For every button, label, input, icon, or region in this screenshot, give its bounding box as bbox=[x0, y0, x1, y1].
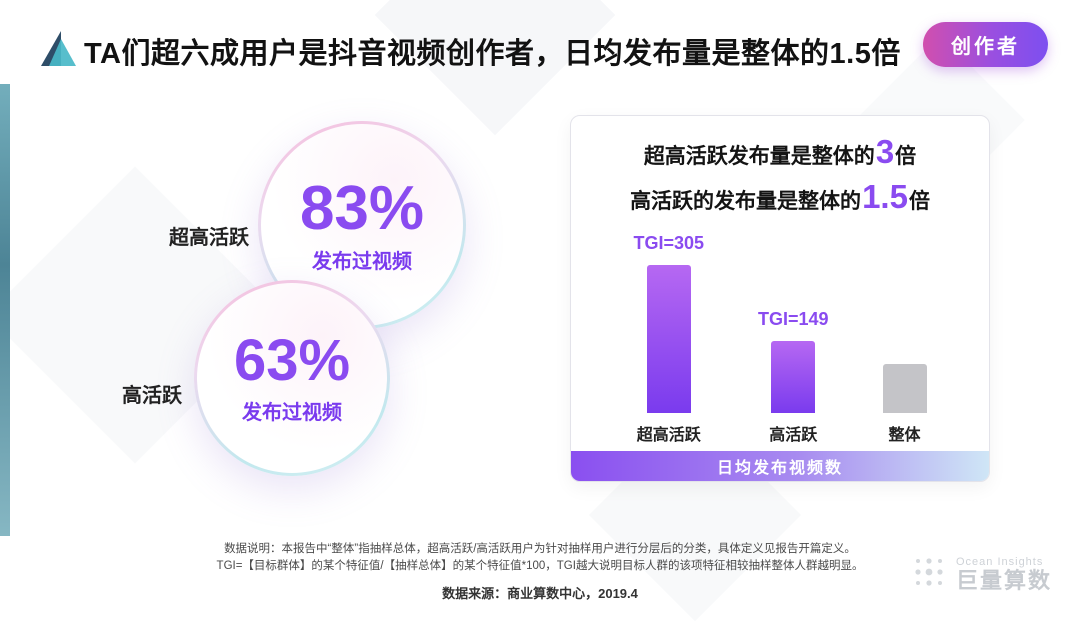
chart-title-line-1: 超高活跃发布量是整体的3倍 bbox=[571, 132, 989, 177]
header: TA们超六成用户是抖音视频创作者，日均发布量是整体的1.5倍 创作者 bbox=[0, 0, 1080, 80]
brand-text: Ocean Insights 巨量算数 bbox=[956, 556, 1052, 594]
footnote-line-1: 数据说明：本报告中“整体”指抽样总体，超高活跃/高活跃用户为针对抽样用户进行分层… bbox=[224, 543, 856, 555]
bar-chart: TGI=305 超高活跃 TGI=149 高活跃 整体 bbox=[571, 233, 989, 444]
chart-panel: 超高活跃发布量是整体的3倍 高活跃的发布量是整体的1.5倍 TGI=305 超高… bbox=[570, 115, 990, 482]
brand-line-cn: 巨量算数 bbox=[955, 568, 1052, 594]
page-title: TA们超六成用户是抖音视频创作者，日均发布量是整体的1.5倍 bbox=[84, 38, 901, 70]
stat-caption: 发布过视频 bbox=[242, 401, 342, 424]
bar-high-active bbox=[771, 341, 816, 413]
stat-circle-inner: 63% 发布过视频 bbox=[197, 283, 387, 473]
data-source: 数据来源：商业算数中心，2019.4 bbox=[442, 586, 638, 601]
category-label: 整体 bbox=[888, 427, 921, 444]
bar-group-ultra-active: TGI=305 超高活跃 bbox=[633, 233, 704, 444]
chart-title: 超高活跃发布量是整体的3倍 高活跃的发布量是整体的1.5倍 bbox=[571, 116, 989, 222]
left-accent-strip bbox=[0, 84, 10, 536]
bar-overall bbox=[882, 364, 927, 413]
brand-logo: Ocean Insights 巨量算数 bbox=[912, 555, 1052, 594]
title-text: 倍 bbox=[895, 145, 917, 168]
tgi-label: TGI=305 bbox=[633, 233, 704, 253]
brand-line-en: Ocean Insights bbox=[955, 555, 1044, 568]
axis-label-strip: 日均发布视频数 bbox=[571, 451, 989, 481]
stat-label-high-active: 高活跃 bbox=[122, 385, 182, 407]
bar-group-high-active: TGI=149 高活跃 bbox=[758, 309, 829, 444]
stat-value: 83% bbox=[299, 173, 425, 243]
title-highlight: 1.5 bbox=[862, 178, 908, 215]
stat-label-ultra-active: 超高活跃 bbox=[169, 227, 249, 249]
footnotes: 数据说明：本报告中“整体”指抽样总体，超高活跃/高活跃用户为针对抽样用户进行分层… bbox=[60, 541, 1020, 576]
dot-matrix-icon bbox=[912, 555, 946, 594]
sail-logo-icon bbox=[34, 28, 80, 75]
category-label: 超高活跃 bbox=[636, 427, 701, 444]
tgi-label: TGI=149 bbox=[758, 309, 829, 329]
title-text: 高活跃的发布量是整体的 bbox=[630, 190, 862, 213]
title-highlight: 3 bbox=[875, 133, 895, 170]
title-text: 超高活跃发布量是整体的 bbox=[643, 145, 875, 168]
stat-value: 63% bbox=[233, 328, 351, 394]
chart-title-line-2: 高活跃的发布量是整体的1.5倍 bbox=[571, 177, 989, 222]
stat-circle-high-active: 63% 发布过视频 bbox=[194, 280, 390, 476]
stat-caption: 发布过视频 bbox=[312, 251, 412, 274]
category-label: 高活跃 bbox=[769, 427, 818, 444]
bar-group-overall: 整体 bbox=[882, 332, 927, 444]
creator-badge: 创作者 bbox=[923, 22, 1048, 67]
title-text: 倍 bbox=[908, 190, 930, 213]
slide: TA们超六成用户是抖音视频创作者，日均发布量是整体的1.5倍 创作者 超高活跃 … bbox=[0, 0, 1080, 601]
bar-ultra-active bbox=[646, 265, 691, 413]
footnote-line-2: TGI=【目标群体】的某个特征值/【抽样总体】的某个特征值*100，TGI越大说… bbox=[216, 560, 864, 573]
